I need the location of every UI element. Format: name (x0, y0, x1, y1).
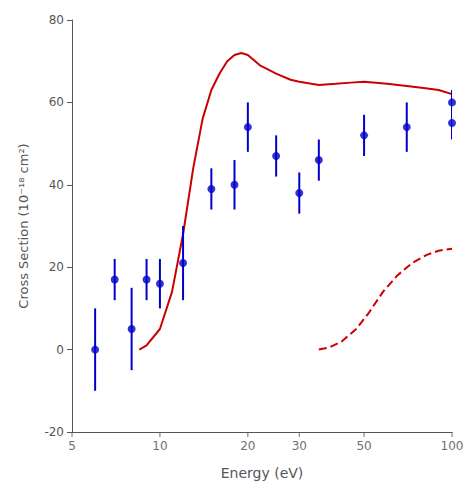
svg-text:20: 20 (240, 439, 255, 453)
svg-text:Cross Section (10⁻¹⁸ cm²): Cross Section (10⁻¹⁸ cm²) (16, 143, 31, 308)
svg-text:40: 40 (49, 178, 64, 192)
svg-text:100: 100 (441, 439, 464, 453)
svg-text:Energy (eV): Energy (eV) (221, 465, 304, 481)
svg-text:30: 30 (292, 439, 307, 453)
svg-text:10: 10 (152, 439, 167, 453)
svg-text:5: 5 (68, 439, 76, 453)
svg-text:0: 0 (56, 343, 64, 357)
svg-text:20: 20 (49, 260, 64, 274)
svg-text:80: 80 (49, 13, 64, 27)
svg-text:-20: -20 (44, 425, 64, 439)
svg-text:60: 60 (49, 95, 64, 109)
svg-text:50: 50 (356, 439, 371, 453)
